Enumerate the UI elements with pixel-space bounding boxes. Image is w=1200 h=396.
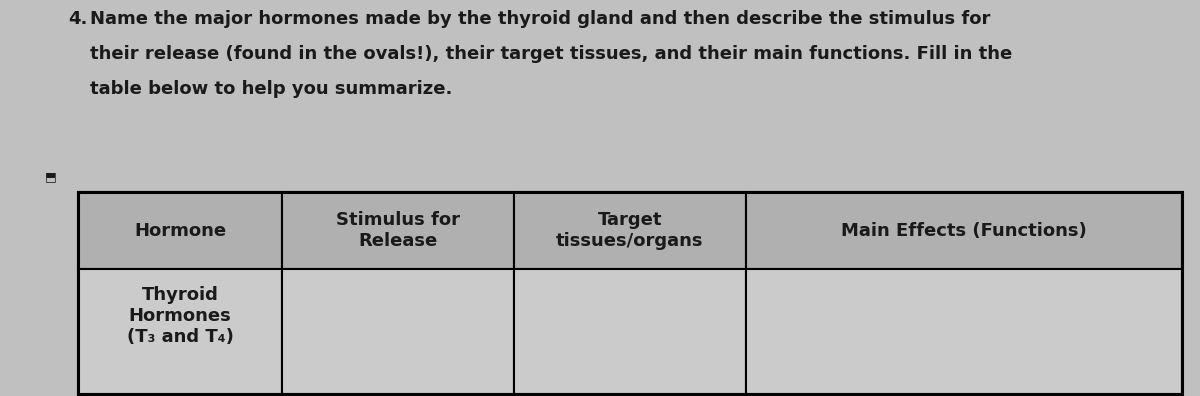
Text: Name the major hormones made by the thyroid gland and then describe the stimulus: Name the major hormones made by the thyr… bbox=[90, 10, 990, 28]
Bar bbox=[78, 269, 282, 394]
Text: Thyroid
Hormones
(T₃ and T₄): Thyroid Hormones (T₃ and T₄) bbox=[127, 286, 234, 346]
Bar bbox=[514, 269, 746, 394]
Text: Target
tissues/organs: Target tissues/organs bbox=[557, 211, 703, 250]
Text: Hormone: Hormone bbox=[134, 222, 226, 240]
Text: Main Effects (Functions): Main Effects (Functions) bbox=[841, 222, 1087, 240]
Bar bbox=[514, 192, 746, 269]
Bar bbox=[746, 192, 1182, 269]
Bar bbox=[282, 269, 514, 394]
Bar bbox=[78, 192, 282, 269]
Bar bbox=[78, 192, 1182, 394]
Text: ⬒: ⬒ bbox=[44, 170, 56, 183]
Text: Stimulus for
Release: Stimulus for Release bbox=[336, 211, 460, 250]
Bar bbox=[746, 269, 1182, 394]
Text: 4.: 4. bbox=[68, 10, 88, 28]
Bar bbox=[282, 192, 514, 269]
Text: table below to help you summarize.: table below to help you summarize. bbox=[90, 80, 452, 97]
Text: their release (found in the ovals!), their target tissues, and their main functi: their release (found in the ovals!), the… bbox=[90, 45, 1013, 63]
